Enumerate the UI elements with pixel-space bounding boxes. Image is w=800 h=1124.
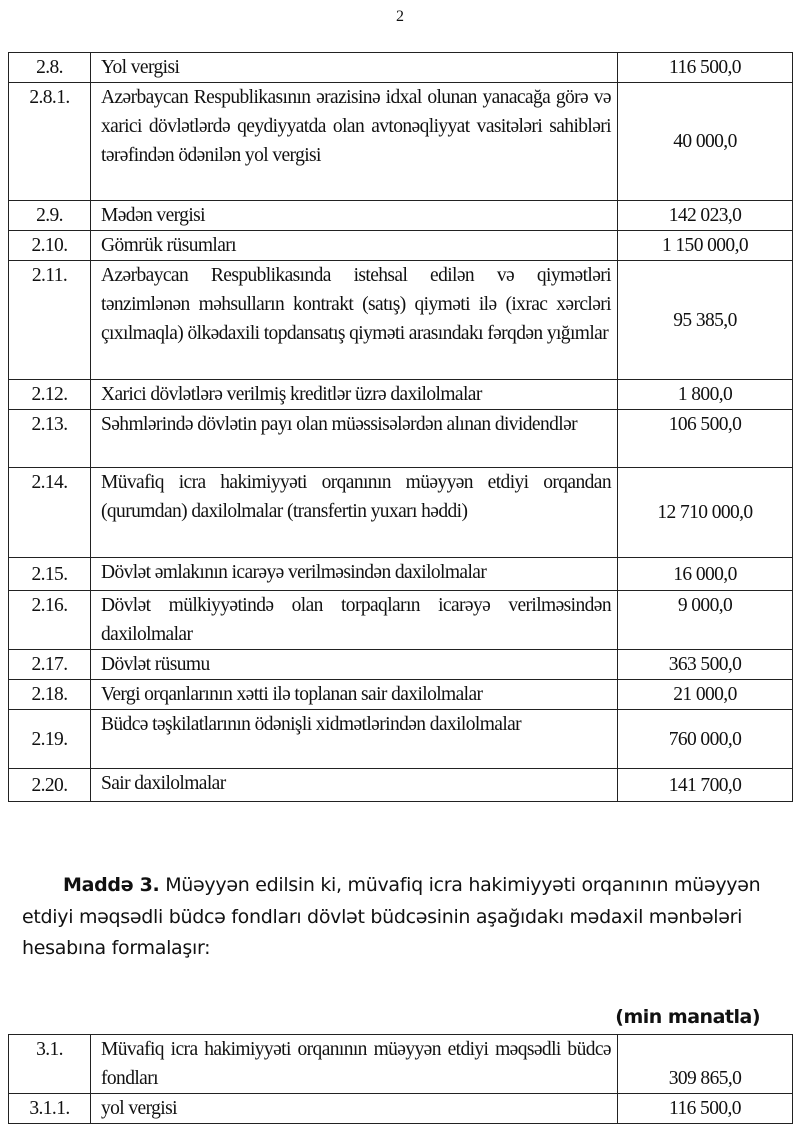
article-3-paragraph: Maddə 3. Müəyyən edilsin ki, müvafiq icr… [22,870,767,965]
row-description: Azərbaycan Respublikasında istehsal edil… [90,260,618,380]
row-number: 2.8.1. [8,82,91,201]
row-description: Səhmlərində dövlətin payı olan müəssisəl… [90,409,618,468]
table-row: 2.17. Dövlət rüsumu 363 500,0 [8,649,793,680]
table-row: 2.15. Dövlət əmlakının icarəyə verilməsin… [8,557,793,591]
table-row: 2.11. Azərbaycan Respublikasında istehsal… [8,260,793,380]
row-description: Azərbaycan Respublikasının ərazisinə idx… [90,82,618,201]
table-row: 3.1. Müvafiq icra hakimiyyəti orqanının m… [8,1034,793,1094]
row-amount: 95 385,0 [617,260,793,380]
table-row: 2.16. Dövlət mülkiyyətində olan torpaqlar… [8,590,793,650]
row-number: 2.15. [8,557,91,591]
row-amount: 1 150 000,0 [617,230,793,261]
row-amount: 142 023,0 [617,200,793,231]
row-description: Müvafiq icra hakimiyyəti orqanının müəyy… [90,1034,618,1094]
article-text: Müəyyən edilsin ki, müvafiq icra hakimiy… [22,874,761,959]
table-row: 3.1.1. yol vergisi 116 500,0 [8,1093,793,1124]
row-description: Mədən vergisi [90,200,618,231]
unit-label: (min manatla) [615,1006,760,1028]
table-row: 2.9. Mədən vergisi 142 023,0 [8,200,793,231]
row-number: 3.1.1. [8,1093,91,1124]
row-amount: 12 710 000,0 [617,467,793,558]
fund-table-body: 3.1. Müvafiq icra hakimiyyəti orqanının m… [8,1034,793,1124]
page-number: 2 [396,8,404,25]
row-amount: 21 000,0 [617,679,793,710]
row-description: Sair daxilolmalar [90,768,618,802]
row-number: 2.13. [8,409,91,468]
row-amount: 760 000,0 [617,709,793,769]
row-description: Dövlət əmlakının icarəyə verilməsindən d… [90,557,618,591]
row-description: Yol vergisi [90,52,618,83]
revenue-table-body: 2.8. Yol vergisi 116 500,0 2.8.1. Azərbaycan… [8,52,793,802]
row-amount: 116 500,0 [617,52,793,83]
row-amount: 1 800,0 [617,379,793,410]
row-description: yol vergisi [90,1093,618,1124]
row-description: Büdcə təşkilatlarının ödənişli xidmətlər… [90,709,618,769]
row-number: 3.1. [8,1034,91,1094]
row-number: 2.10. [8,230,91,261]
row-description: Gömrük rüsumları [90,230,618,261]
row-number: 2.17. [8,649,91,680]
row-number: 2.20. [8,768,91,802]
row-description: Xarici dövlətlərə verilmiş kreditlər üzr… [90,379,618,410]
row-description: Müvafiq icra hakimiyyəti orqanının müəyy… [90,467,618,558]
row-number: 2.19. [8,709,91,769]
row-description: Dövlət rüsumu [90,649,618,680]
row-number: 2.12. [8,379,91,410]
table-row: 2.14. Müvafiq icra hakimiyyəti orqanının … [8,467,793,558]
row-number: 2.14. [8,467,91,558]
revenue-table: 2.8. Yol vergisi 116 500,0 2.8.1. Azərbaycan… [8,52,793,802]
row-amount: 40 000,0 [617,82,793,201]
table-row: 2.20. Sair daxilolmalar 141 700,0 [8,768,793,802]
row-number: 2.16. [8,590,91,650]
row-description: Vergi orqanlarının xətti ilə toplanan sa… [90,679,618,710]
row-number: 2.11. [8,260,91,380]
table-row: 2.8. Yol vergisi 116 500,0 [8,52,793,83]
row-amount: 116 500,0 [617,1093,793,1124]
table-row: 2.12. Xarici dövlətlərə verilmiş kreditlə… [8,379,793,410]
row-number: 2.9. [8,200,91,231]
row-number: 2.18. [8,679,91,710]
row-amount: 9 000,0 [617,590,793,650]
table-row: 2.13. Səhmlərində dövlətin payı olan müəs… [8,409,793,468]
row-amount: 363 500,0 [617,649,793,680]
table-row: 2.10. Gömrük rüsumları 1 150 000,0 [8,230,793,261]
article-heading: Maddə 3. [63,874,160,896]
table-row: 2.19. Büdcə təşkilatlarının ödənişli xidm… [8,709,793,769]
row-amount: 106 500,0 [617,409,793,468]
row-amount: 16 000,0 [617,557,793,591]
row-amount: 141 700,0 [617,768,793,802]
row-number: 2.8. [8,52,91,83]
row-description: Dövlət mülkiyyətində olan torpaqların ic… [90,590,618,650]
fund-table: 3.1. Müvafiq icra hakimiyyəti orqanının m… [8,1034,793,1124]
table-row: 2.8.1. Azərbaycan Respublikasının ərazisi… [8,82,793,201]
table-row: 2.18. Vergi orqanlarının xətti ilə toplan… [8,679,793,710]
row-amount: 309 865,0 [617,1034,793,1094]
